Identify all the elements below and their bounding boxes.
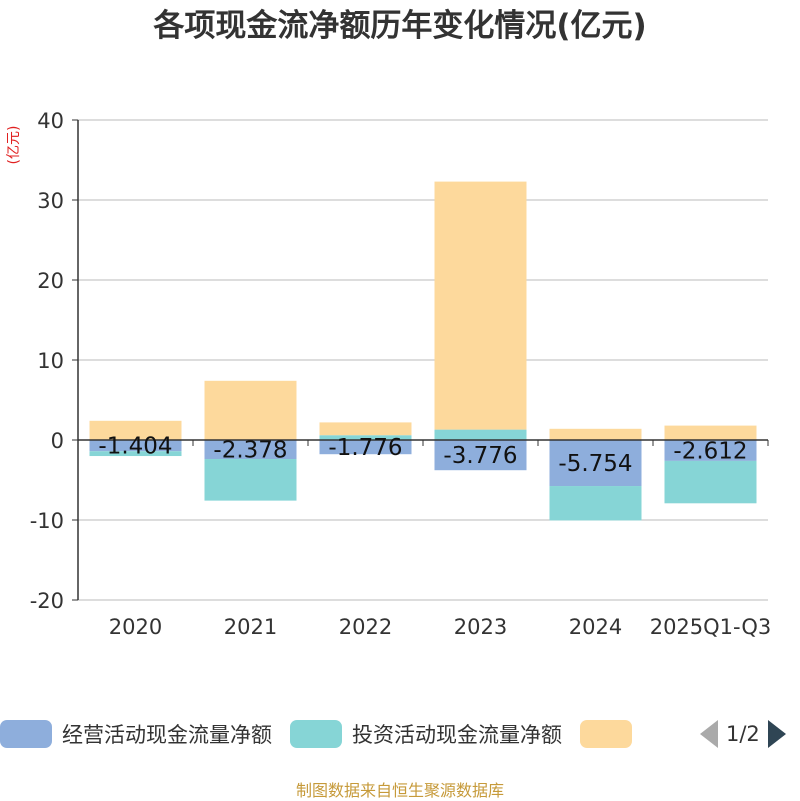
legend-swatch-investing [290,720,342,748]
y-tick-label: 10 [37,349,64,373]
bar-investing-2022 [319,435,412,440]
data-label-operating: -3.776 [443,443,517,469]
legend-label-investing: 投资活动现金流量净额 [352,723,562,747]
x-tick-label: 2020 [109,615,162,639]
bar-investing-2023 [434,429,527,440]
bar-operating-2024 [549,440,642,487]
chart-title: 各项现金流净额历年变化情况(亿元) [153,8,647,44]
x-tick-label: 2023 [454,615,507,639]
bar-investing-2020 [89,451,182,457]
bar-financing-2021 [204,380,297,440]
bar-operating-2022 [319,440,412,455]
bar-financing-2024 [549,428,642,440]
legend-item-operating[interactable]: 经营活动现金流量净额 [0,719,272,749]
legend-swatch-operating [0,720,52,748]
legend-item-investing[interactable]: 投资活动现金流量净额 [290,719,562,749]
data-label-operating: -2.378 [213,438,287,464]
y-tick-label: 30 [37,189,64,213]
bar-operating-2023 [434,440,527,471]
bar-financing-2020 [89,420,182,440]
y-tick-label: 20 [37,269,64,293]
legend-item-financing[interactable] [580,720,642,748]
label-layer: 2020 2021 2022 2023 2024 2025Q1-Q3 -1.404 -2.37… [98,434,771,639]
data-label-operating: -5.754 [558,451,632,477]
data-label-operating: -2.612 [673,438,747,464]
x-tick-label: 2021 [224,615,277,639]
y-tick-label: 40 [37,109,64,133]
legend-prev-arrow-icon[interactable] [700,720,718,748]
legend: 经营活动现金流量净额 投资活动现金流量净额 [0,718,660,750]
y-axis-unit-label: (亿元) [6,126,22,165]
bar-layer [89,181,757,521]
grid-layer [78,119,768,601]
legend-page-indicator: 1/2 [726,722,760,746]
bar-operating-2021 [204,440,297,460]
bar-financing-2025Q1-Q3 [664,425,757,440]
axis-layer: 40 30 20 10 0 -10 -20 [30,109,769,613]
bar-investing-2024 [549,486,642,521]
bar-financing-2023 [434,181,527,430]
bar-financing-2022 [319,422,412,436]
y-tick-label: -20 [30,589,64,613]
data-label-operating: -1.404 [98,434,172,460]
legend-next-arrow-icon[interactable] [767,720,786,748]
bar-investing-2025Q1-Q3 [664,460,757,504]
y-tick-label: 0 [51,429,64,453]
legend-swatch-financing [580,720,632,748]
data-label-operating: -1.776 [328,435,402,461]
bar-operating-2020 [89,440,182,452]
bar-investing-2021 [204,459,297,501]
y-tick-label: -10 [30,509,64,533]
bar-operating-2025Q1-Q3 [664,440,757,461]
x-tick-label: 2022 [339,615,392,639]
legend-pager: 1/2 [700,718,786,750]
legend-label-operating: 经营活动现金流量净额 [62,723,272,747]
source-footer: 制图数据来自恒生聚源数据库 [295,781,504,800]
x-tick-label: 2025Q1-Q3 [650,615,772,639]
x-tick-label: 2024 [569,615,622,639]
